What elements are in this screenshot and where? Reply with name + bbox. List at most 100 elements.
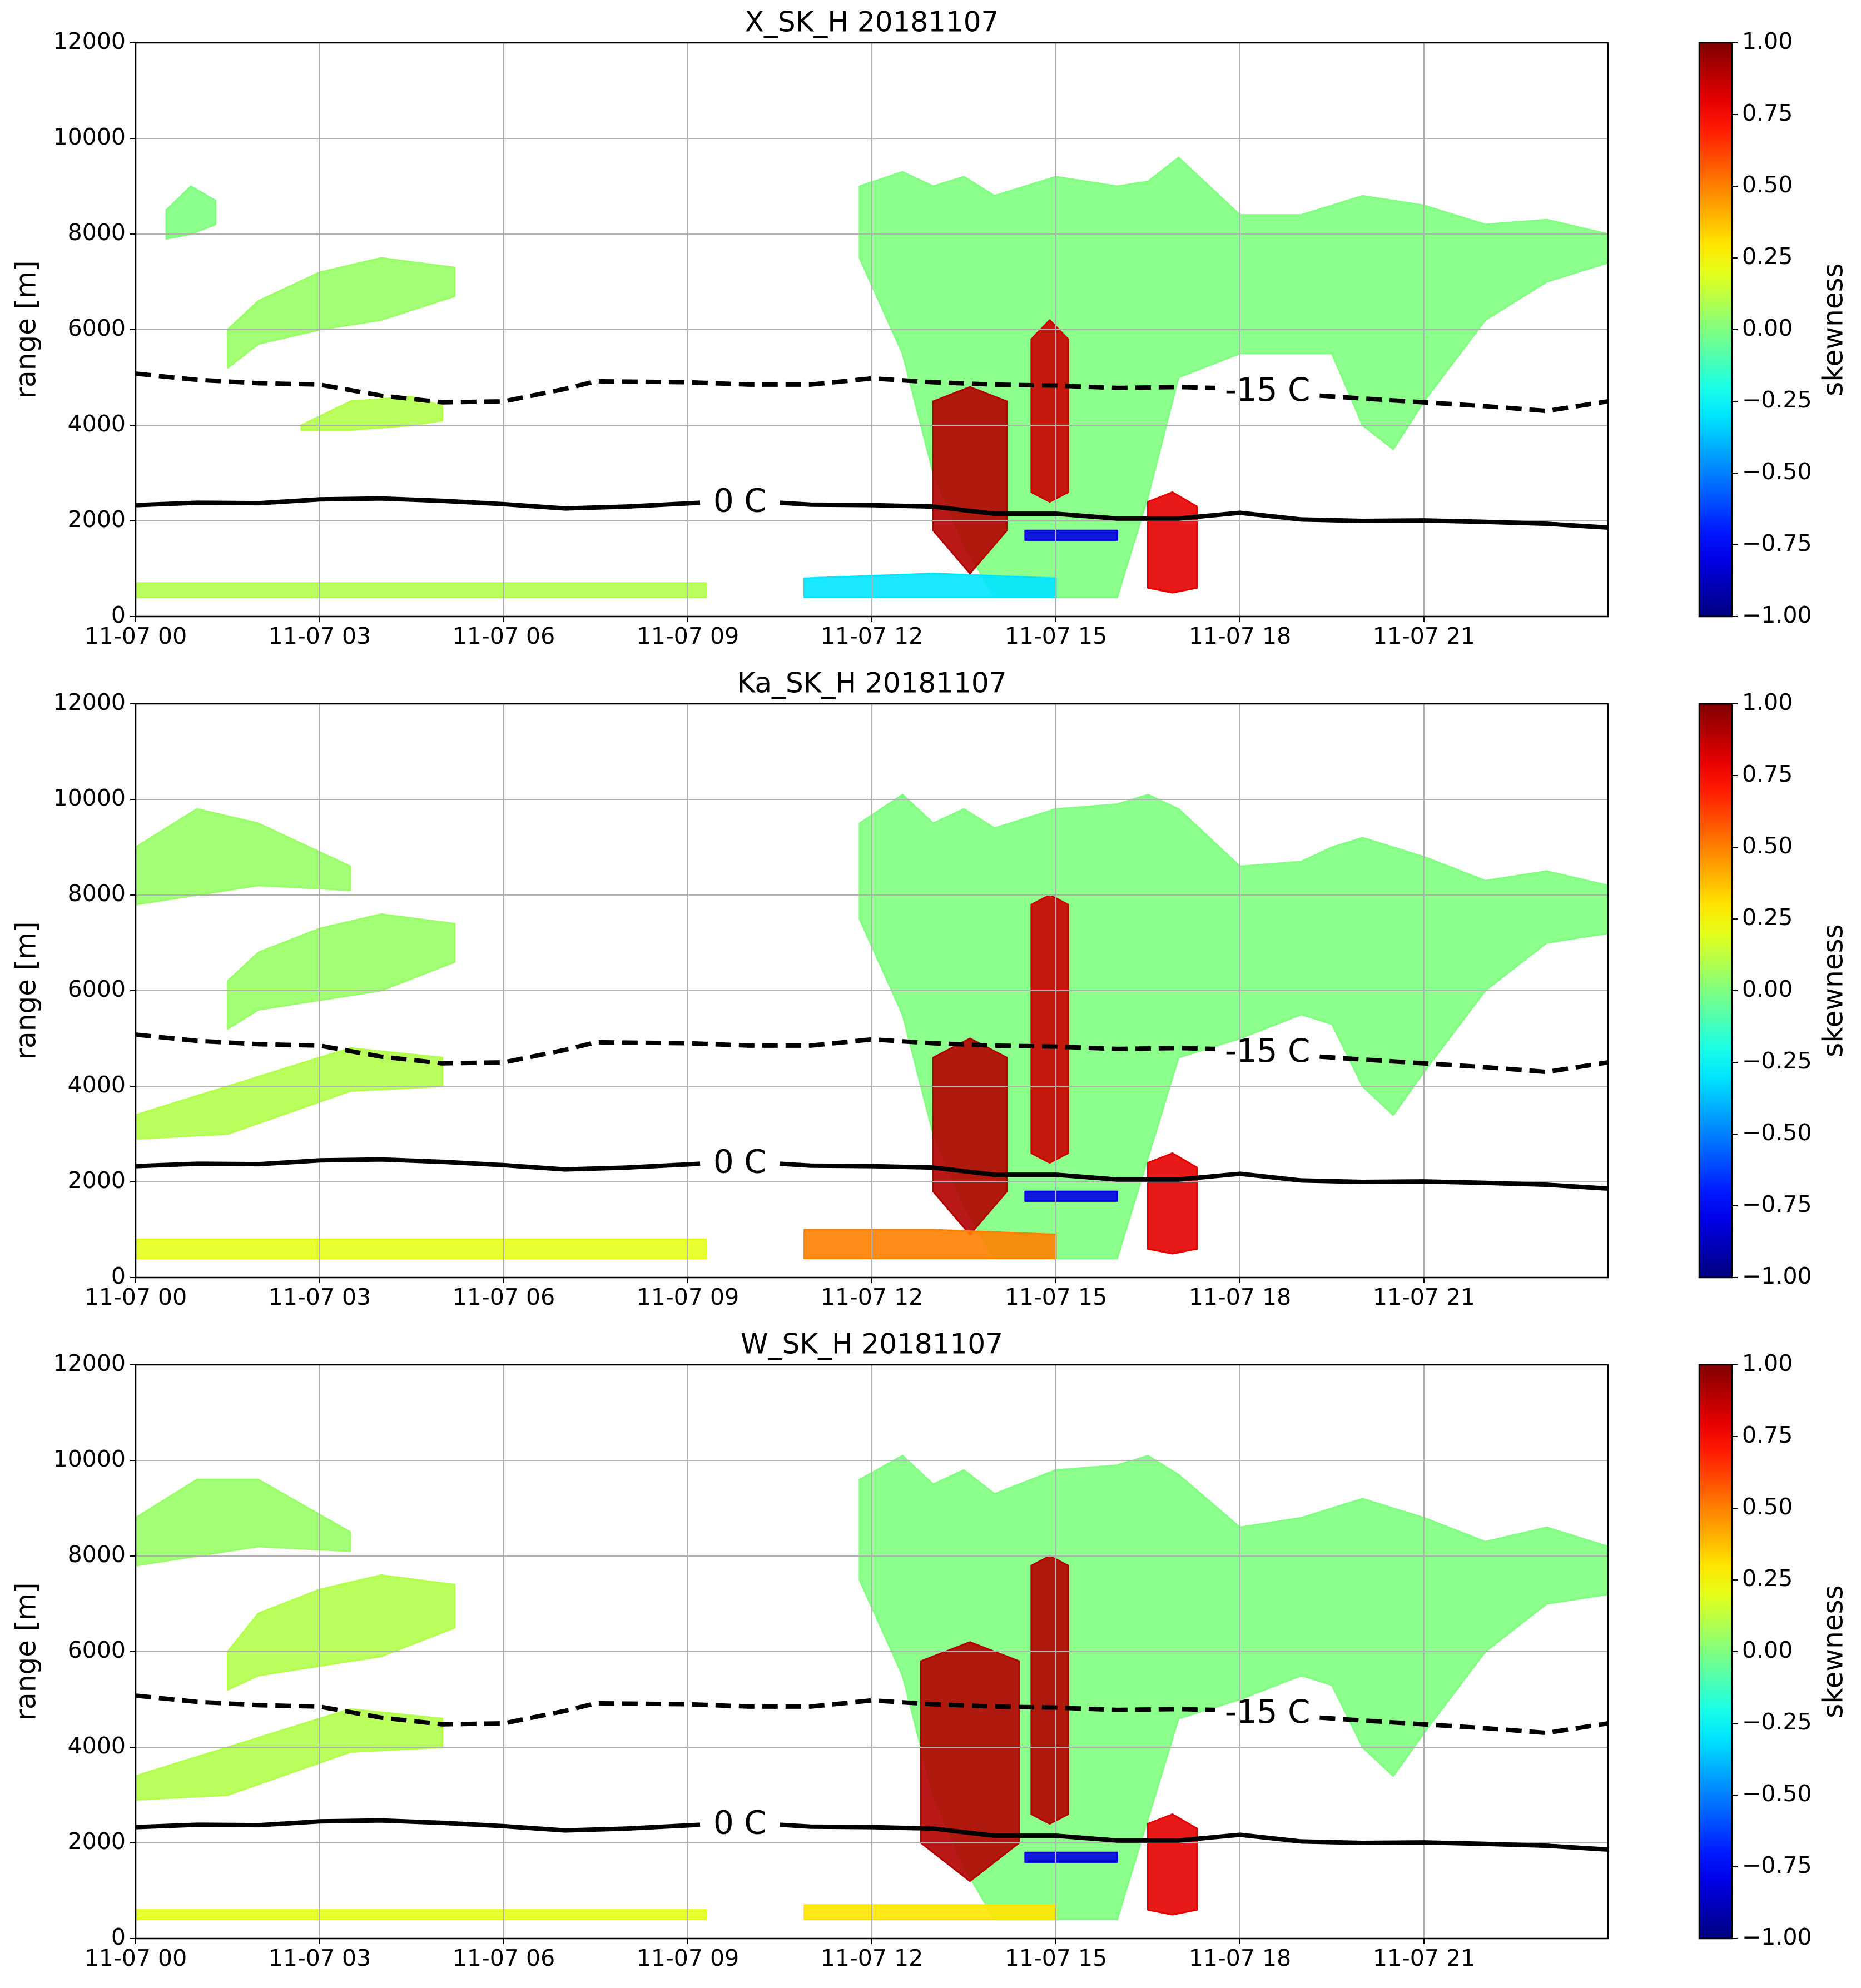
x-tick-label: 11-07 09 [637, 623, 739, 649]
echo-region [136, 808, 351, 906]
echo-region [1147, 1813, 1198, 1916]
echo-region [136, 582, 707, 599]
y-tick-label: 6000 [68, 1637, 126, 1663]
x-tick-label: 11-07 21 [1373, 1945, 1475, 1971]
x-tick-label: 11-07 15 [1005, 1945, 1107, 1971]
x-tick-label: 11-07 09 [637, 1945, 739, 1971]
echo-region [920, 1641, 1020, 1882]
echo-region [1147, 1152, 1198, 1255]
colorbar-tick-label: 1.00 [1742, 1350, 1793, 1376]
x-tick-label: 11-07 21 [1373, 623, 1475, 649]
chart-title: W_SK_H 20181107 [741, 1328, 1003, 1360]
colorbar-label: skewness [1817, 924, 1849, 1057]
x-tick-label: 11-07 12 [821, 1284, 923, 1310]
colorbar-tick-label: 0.75 [1742, 100, 1793, 126]
isotherm-line [135, 1818, 1609, 1852]
x-tick-label: 11-07 00 [85, 1945, 187, 1971]
isotherm-label: 0 C [713, 1803, 767, 1841]
chart-title: Ka_SK_H 20181107 [737, 667, 1006, 699]
colorbar-tick-label: 0.75 [1742, 761, 1793, 787]
echo-region [227, 1574, 456, 1691]
isotherm-line [135, 1693, 1609, 1736]
x-tick-label: 11-07 06 [453, 1945, 555, 1971]
isotherm-line [135, 496, 1609, 530]
axes-frame [135, 703, 1609, 1279]
panel: 11-07 00 11-07 03 11-07 06 11-07 09 11-07 12… [10, 1328, 1849, 1972]
y-tick-label: 0 [111, 1263, 126, 1289]
echo-region [1024, 1851, 1118, 1863]
colorbar-tick-label: 0.50 [1742, 171, 1793, 198]
echo-region [136, 1238, 707, 1260]
colorbar-tick-label: −0.50 [1742, 458, 1812, 485]
echo-region [227, 257, 456, 369]
echo-region [136, 1909, 707, 1921]
x-tick-label: 11-07 15 [1005, 1284, 1107, 1310]
echo-region [1030, 894, 1069, 1164]
colorbar-tick-label: 0.50 [1742, 1493, 1793, 1520]
echo-region [1024, 529, 1118, 541]
echo-region [932, 1037, 1008, 1236]
echo-region [165, 185, 216, 240]
isotherm-line [135, 371, 1609, 414]
colorbar-label: skewness [1817, 1585, 1849, 1718]
colorbar [1698, 42, 1733, 618]
echo-region [136, 1708, 444, 1801]
colorbar-tick-label: 0.00 [1742, 1637, 1793, 1663]
axes-frame [135, 42, 1609, 618]
y-tick-label: 8000 [68, 880, 126, 907]
x-tick-label: 11-07 12 [821, 1945, 923, 1971]
y-tick-label: 10000 [53, 784, 126, 811]
isotherm-label: -15 C [1225, 371, 1311, 409]
colorbar-tick-label: 0.00 [1742, 315, 1793, 341]
y-tick-label: 10000 [53, 1445, 126, 1472]
y-tick-label: 10000 [53, 123, 126, 150]
isotherm-label: 0 C [713, 481, 767, 519]
echo-region [932, 386, 1008, 575]
colorbar-tick-label: −1.00 [1742, 1924, 1812, 1950]
colorbar-tick-label: 0.25 [1742, 1565, 1793, 1592]
x-tick-label: 11-07 21 [1373, 1284, 1475, 1310]
echo-region [803, 1904, 1057, 1921]
echo-region [300, 395, 444, 431]
colorbar [1698, 1364, 1733, 1940]
x-tick-label: 11-07 06 [453, 623, 555, 649]
x-tick-label: 11-07 12 [821, 623, 923, 649]
colorbar-tick-label: 1.00 [1742, 689, 1793, 715]
echo-layer [136, 793, 1608, 1260]
x-tick-label: 11-07 03 [269, 1945, 371, 1971]
y-tick-label: 4000 [68, 1071, 126, 1098]
colorbar-tick-label: −0.75 [1742, 1191, 1812, 1217]
echo-region [803, 1229, 1057, 1260]
colorbar-tick-label: 0.50 [1742, 832, 1793, 859]
panel: 11-07 00 11-07 03 11-07 06 11-07 09 11-07 12… [10, 6, 1849, 650]
echo-region [227, 913, 456, 1030]
colorbar-tick-label: −0.25 [1742, 386, 1812, 413]
y-axis-label: range [m] [10, 1583, 42, 1721]
y-axis-label: range [m] [10, 922, 42, 1060]
isotherm-line [135, 1157, 1609, 1191]
panel: 11-07 00 11-07 03 11-07 06 11-07 09 11-07 12… [10, 667, 1849, 1311]
echo-region [1147, 491, 1198, 594]
x-tick-label: 11-07 09 [637, 1284, 739, 1310]
colorbar-tick-label: 1.00 [1742, 28, 1793, 54]
colorbar-tick-label: 0.25 [1742, 243, 1793, 270]
y-tick-label: 4000 [68, 410, 126, 437]
echo-region [1030, 319, 1069, 503]
y-tick-label: 8000 [68, 1541, 126, 1568]
x-tick-label: 11-07 18 [1189, 623, 1291, 649]
y-tick-label: 6000 [68, 976, 126, 1002]
y-tick-label: 0 [111, 602, 126, 628]
echo-region [1030, 1555, 1069, 1825]
isotherm-label: -15 C [1225, 1032, 1311, 1070]
isotherm-label: -15 C [1225, 1693, 1311, 1731]
colorbar [1698, 703, 1733, 1279]
colorbar-tick-label: −1.00 [1742, 1263, 1812, 1289]
y-tick-label: 2000 [68, 1167, 126, 1194]
y-tick-label: 12000 [53, 1350, 126, 1376]
axes-frame [135, 1364, 1609, 1940]
y-tick-label: 2000 [68, 506, 126, 533]
colorbar-label: skewness [1817, 263, 1849, 396]
colorbar-tick-label: −1.00 [1742, 602, 1812, 628]
